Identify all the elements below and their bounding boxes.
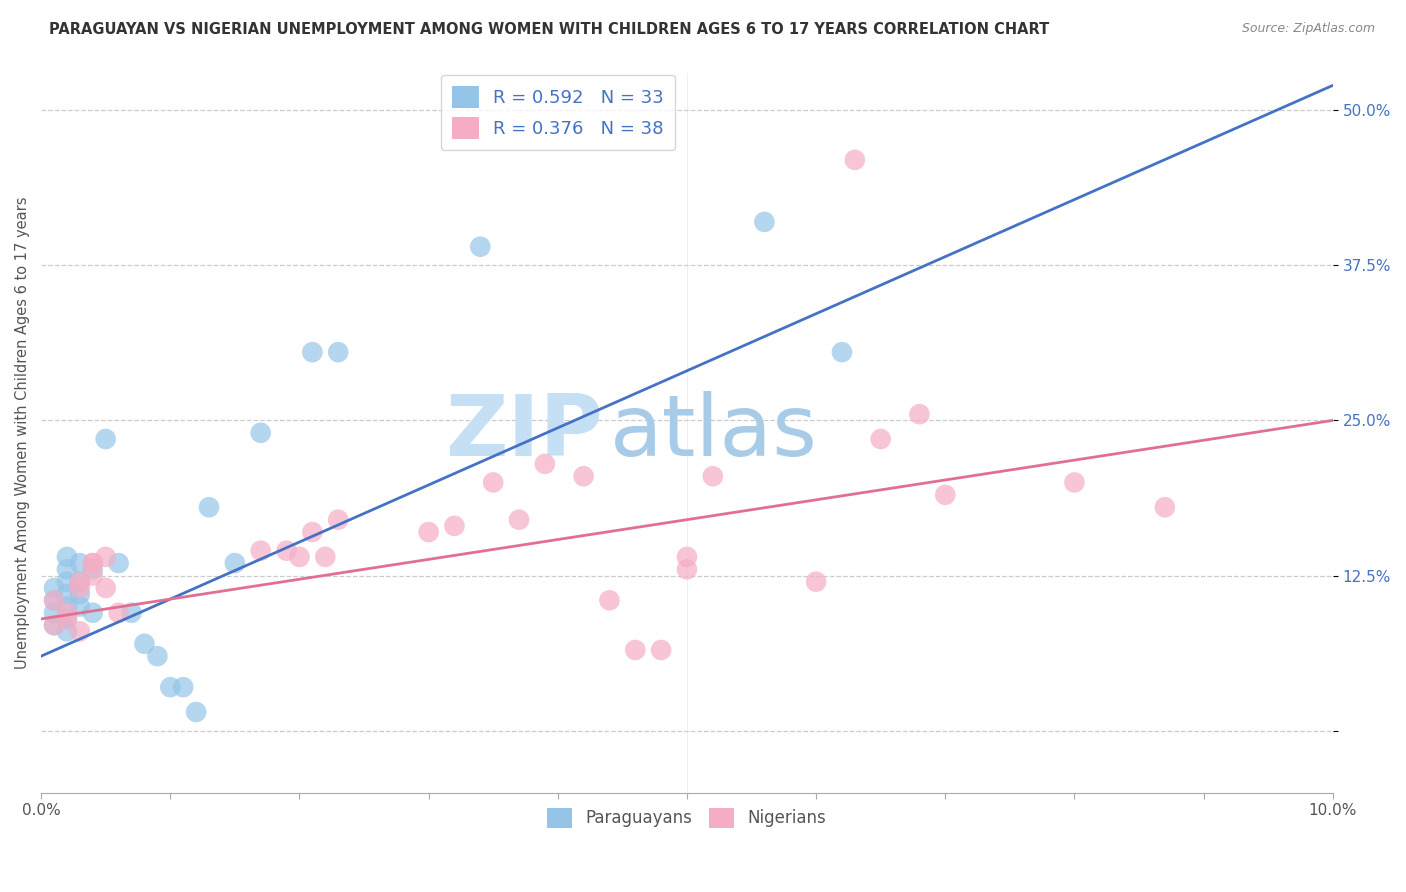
Point — [650, 643, 672, 657]
Point — [804, 574, 827, 589]
Point — [624, 643, 647, 657]
Y-axis label: Unemployment Among Women with Children Ages 6 to 17 years: Unemployment Among Women with Children A… — [15, 196, 30, 669]
Point — [146, 649, 169, 664]
Point — [702, 469, 724, 483]
Point — [82, 606, 104, 620]
Point — [42, 618, 65, 632]
Point — [831, 345, 853, 359]
Point — [121, 606, 143, 620]
Point — [107, 556, 129, 570]
Point — [42, 606, 65, 620]
Point — [534, 457, 557, 471]
Point — [69, 556, 91, 570]
Point — [676, 549, 699, 564]
Point — [42, 618, 65, 632]
Point — [42, 593, 65, 607]
Text: ZIP: ZIP — [446, 392, 603, 475]
Text: PARAGUAYAN VS NIGERIAN UNEMPLOYMENT AMONG WOMEN WITH CHILDREN AGES 6 TO 17 YEARS: PARAGUAYAN VS NIGERIAN UNEMPLOYMENT AMON… — [49, 22, 1049, 37]
Point — [69, 574, 91, 589]
Point — [844, 153, 866, 167]
Point — [198, 500, 221, 515]
Point — [82, 562, 104, 576]
Point — [159, 680, 181, 694]
Point — [482, 475, 505, 490]
Point — [56, 549, 79, 564]
Point — [56, 606, 79, 620]
Point — [69, 574, 91, 589]
Point — [82, 556, 104, 570]
Point — [224, 556, 246, 570]
Point — [470, 240, 492, 254]
Point — [184, 705, 207, 719]
Point — [69, 599, 91, 614]
Point — [249, 543, 271, 558]
Point — [314, 549, 336, 564]
Point — [94, 432, 117, 446]
Point — [288, 549, 311, 564]
Point — [508, 513, 530, 527]
Point — [572, 469, 595, 483]
Point — [56, 612, 79, 626]
Point — [56, 612, 79, 626]
Point — [94, 549, 117, 564]
Point — [172, 680, 194, 694]
Point — [56, 562, 79, 576]
Point — [69, 587, 91, 601]
Point — [443, 519, 465, 533]
Point — [42, 581, 65, 595]
Point — [82, 556, 104, 570]
Point — [301, 525, 323, 540]
Point — [276, 543, 298, 558]
Point — [42, 593, 65, 607]
Point — [69, 624, 91, 639]
Point — [94, 581, 117, 595]
Point — [56, 599, 79, 614]
Point — [56, 624, 79, 639]
Point — [56, 587, 79, 601]
Point — [934, 488, 956, 502]
Text: atlas: atlas — [609, 392, 817, 475]
Point — [56, 574, 79, 589]
Point — [249, 425, 271, 440]
Point — [908, 407, 931, 421]
Point — [754, 215, 776, 229]
Point — [69, 581, 91, 595]
Point — [328, 345, 350, 359]
Text: Source: ZipAtlas.com: Source: ZipAtlas.com — [1241, 22, 1375, 36]
Point — [1153, 500, 1175, 515]
Point — [1063, 475, 1085, 490]
Point — [676, 562, 699, 576]
Point — [869, 432, 891, 446]
Point — [301, 345, 323, 359]
Point — [82, 568, 104, 582]
Point — [107, 606, 129, 620]
Legend: Paraguayans, Nigerians: Paraguayans, Nigerians — [541, 801, 834, 835]
Point — [328, 513, 350, 527]
Point — [418, 525, 440, 540]
Point — [134, 637, 156, 651]
Point — [598, 593, 620, 607]
